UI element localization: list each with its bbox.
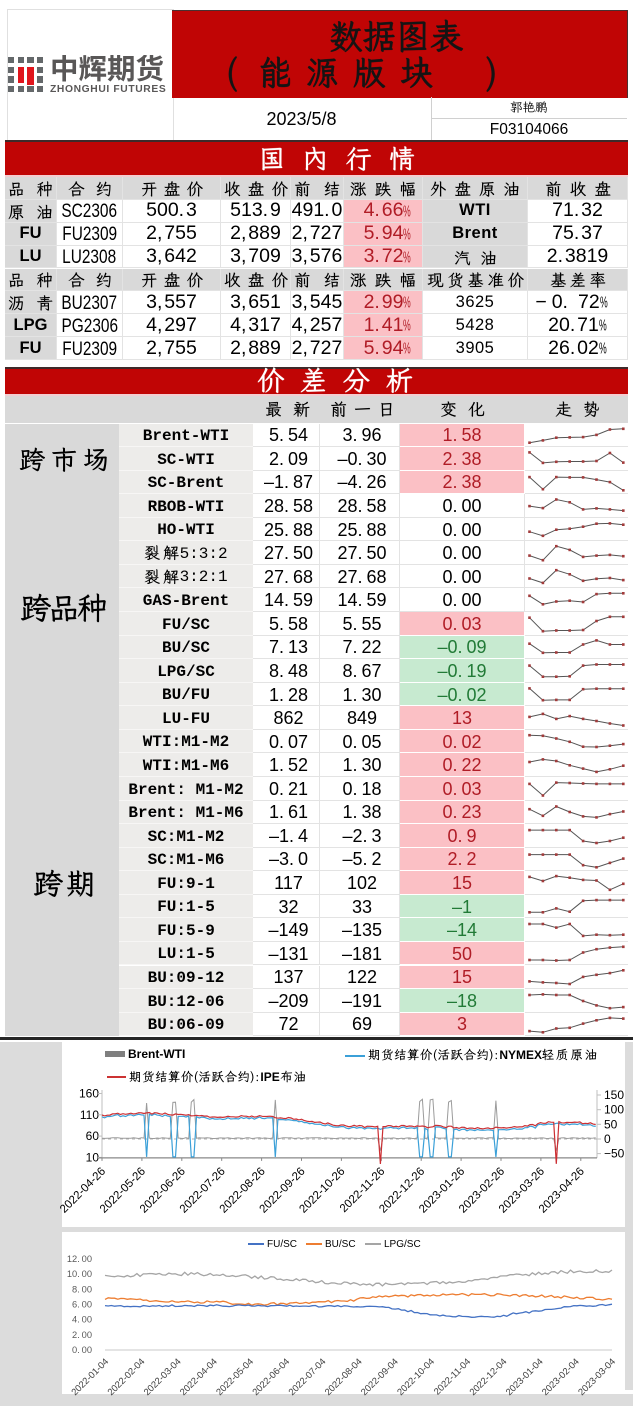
svg-text:60: 60 xyxy=(86,1129,100,1143)
svg-text:0. 00: 0. 00 xyxy=(72,1345,92,1355)
svg-text:10. 00: 10. 00 xyxy=(67,1269,92,1279)
svg-text:100: 100 xyxy=(604,1103,624,1117)
svg-text:10: 10 xyxy=(86,1150,100,1164)
svg-text:IPE: IPE xyxy=(260,1070,279,1084)
svg-text:150: 150 xyxy=(604,1088,624,1102)
svg-text:0: 0 xyxy=(604,1132,611,1146)
svg-text:−50: −50 xyxy=(604,1147,625,1161)
svg-text:Brent-WTI: Brent-WTI xyxy=(128,1047,185,1061)
svg-text:110: 110 xyxy=(80,1108,99,1122)
svg-text:2. 00: 2. 00 xyxy=(72,1330,92,1340)
svg-text:12. 00: 12. 00 xyxy=(67,1254,92,1264)
svg-text:50: 50 xyxy=(604,1117,618,1131)
svg-text:160: 160 xyxy=(79,1087,99,1101)
svg-text:4. 00: 4. 00 xyxy=(72,1315,92,1325)
svg-text:6. 00: 6. 00 xyxy=(72,1300,92,1310)
svg-text:NYMEX: NYMEX xyxy=(499,1048,542,1062)
svg-text:FU/SC: FU/SC xyxy=(267,1239,297,1250)
svg-text:BU/SC: BU/SC xyxy=(325,1239,356,1250)
svg-text:LPG/SC: LPG/SC xyxy=(384,1239,421,1250)
svg-text:8. 00: 8. 00 xyxy=(72,1284,92,1294)
